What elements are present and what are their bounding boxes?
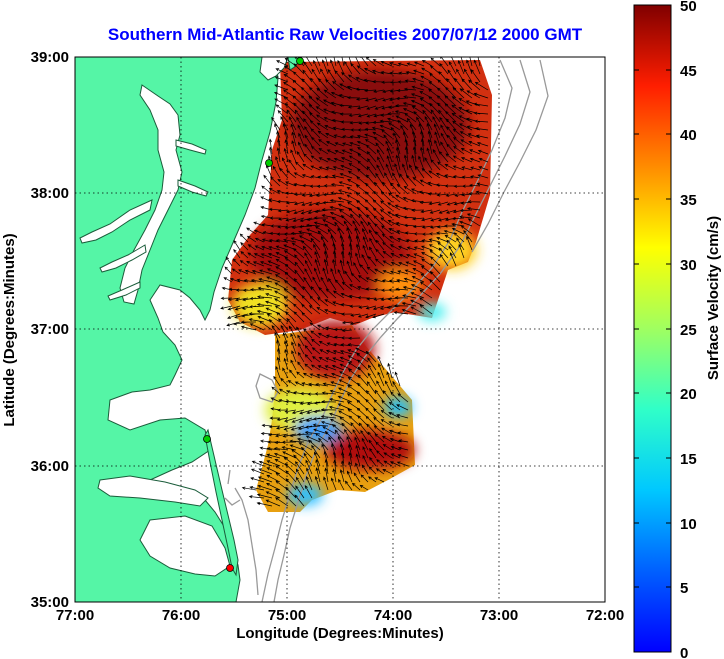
x-tick-label: 73:00 [480,607,518,624]
velocity-field [228,60,492,512]
velocity-vectors [220,57,489,507]
chart-title: Southern Mid-Atlantic Raw Velocities 200… [108,25,583,44]
colorbar-tick-label: 30 [680,257,697,274]
y-axis-label: Latitude (Degrees:Minutes) [1,233,18,426]
potomac-river [79,199,153,244]
y-tick-label: 37:00 [31,321,69,338]
y-tick-label: 35:00 [31,594,69,611]
x-tick-label: 72:00 [586,607,624,624]
bathymetry-contours [224,59,549,602]
velocity-blue-east [384,397,412,417]
x-tick-label: 76:00 [162,607,200,624]
bathymetry-contour-south [234,487,259,596]
bathymetry-contour-hatteras [224,469,241,506]
colorbar-tick-label: 10 [680,516,697,533]
chesapeake-bay [119,84,183,305]
choptank-river [175,139,207,155]
colorbar-tick-label: 50 [680,0,697,15]
station-marker [226,564,234,572]
colorbar-scale [633,4,672,653]
bathymetry-contour-bank [255,373,279,403]
velocity-slow-patch [418,303,446,321]
rappahannock-river [99,244,147,273]
map-plot-area [74,56,606,603]
york-river [107,281,141,301]
radar-stations [203,57,304,572]
velocity-blue-south [294,416,342,444]
colorbar-tick-label: 40 [680,127,697,144]
velocity-arrow-set [220,57,489,507]
station-marker [265,159,273,167]
colorbar-tick-label: 15 [680,451,697,468]
y-tick-label: 38:00 [31,185,69,202]
colorbar: 50 45 40 35 30 25 20 15 10 5 0 Surface V… [633,0,722,659]
station-marker [203,435,211,443]
bathymetry-contour-deep [471,59,549,253]
x-axis: 77:00 76:00 75:00 74:00 73:00 72:00 Long… [56,607,624,642]
station-marker [296,57,304,65]
bathymetry-contour-shelf [261,59,513,602]
y-axis: 39:00 38:00 37:00 36:00 35:00 Latitude (… [1,49,69,611]
x-tick-label: 77:00 [56,607,94,624]
colorbar-label: Surface Velocity (cm/s) [705,216,722,380]
colorbar-tick-label: 45 [680,63,697,80]
y-tick-label: 36:00 [31,458,69,475]
colorbar-tick-label: 25 [680,322,697,339]
colorbar-tick-label: 20 [680,386,697,403]
plot-frame [74,56,606,603]
colorbar-tick-label: 35 [680,192,697,209]
outer-banks [204,428,239,577]
x-tick-label: 74:00 [374,607,412,624]
y-tick-label: 39:00 [31,49,69,66]
velocity-core-center [250,210,410,300]
grid-lines [75,57,605,602]
albemarle-sound [97,475,209,507]
x-axis-label: Longitude (Degrees:Minutes) [236,625,444,642]
velocity-yellow-east [427,230,477,270]
pamlico-sound [139,515,231,577]
bathymetry-contour-slope [273,59,531,602]
x-tick-label: 75:00 [268,607,306,624]
velocity-core-shelf [295,320,375,380]
colorbar-tick-label: 5 [680,580,688,597]
colorbar-ticks [634,4,671,588]
nanticoke-river [177,179,209,197]
colorbar-tick-label: 0 [680,645,688,659]
